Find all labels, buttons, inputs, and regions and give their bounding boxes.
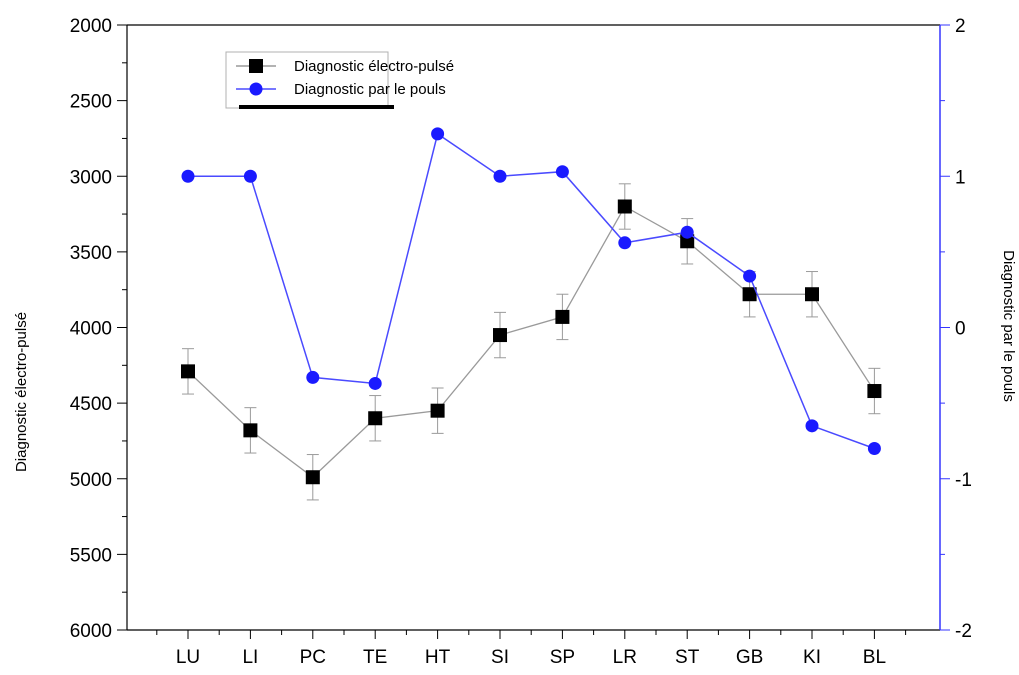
x-axis-tick-label: TE — [363, 647, 387, 668]
legend-label-pouls: Diagnostic par le pouls — [294, 81, 446, 98]
point-pouls — [243, 169, 257, 183]
x-axis-tick-label: LI — [242, 647, 258, 668]
left-axis-title: Diagnostic électro-pulsé — [13, 312, 30, 472]
point-electro — [430, 403, 445, 418]
left-axis-tick-label: 4000 — [70, 319, 112, 340]
x-axis-tick-label: HT — [425, 647, 451, 668]
point-pouls — [306, 370, 320, 384]
left-axis-tick-label: 3500 — [70, 243, 112, 264]
x-axis-tick-label: GB — [736, 647, 763, 668]
x-axis-tick-label: LU — [176, 647, 200, 668]
legend-marker-pouls — [249, 82, 263, 96]
left-axis-tick-label: 5000 — [70, 470, 112, 491]
point-electro — [368, 411, 383, 426]
right-axis-tick-label: 2 — [955, 16, 966, 37]
point-pouls — [743, 269, 757, 283]
left-axis-tick-label: 6000 — [70, 621, 112, 642]
left-axis-tick-label: 3000 — [70, 167, 112, 188]
point-electro — [181, 364, 195, 379]
right-axis-title: Diagnostic par le pouls — [1000, 250, 1017, 402]
legend-underline — [239, 105, 394, 109]
x-axis-tick-label: LR — [613, 647, 637, 668]
point-pouls — [867, 442, 881, 455]
point-pouls — [368, 376, 382, 390]
point-electro — [243, 423, 258, 438]
right-axis-tick-label: -1 — [955, 470, 972, 491]
point-electro — [742, 287, 757, 302]
plot-area — [127, 25, 940, 630]
point-pouls — [680, 225, 694, 239]
point-electro — [617, 199, 632, 214]
point-pouls — [181, 169, 195, 183]
series-layer — [181, 127, 882, 501]
x-axis-tick-label: SP — [550, 647, 575, 668]
legend-marker-electro — [249, 59, 263, 73]
right-axis-tick-label: 0 — [955, 319, 966, 340]
series-line-electro — [187, 205, 875, 479]
left-axis-tick-label: 4500 — [70, 394, 112, 415]
right-axis-tick-label: -2 — [955, 621, 972, 642]
axes-layer: 2000 2500 3000 3500 4000 4500 5000 5500 6000 2 1 0 -… — [70, 16, 972, 668]
point-electro — [305, 470, 320, 485]
legend: Diagnostic électro-pulsé Diagnostic par … — [225, 51, 454, 109]
x-axis-tick-label: ST — [675, 647, 700, 668]
point-electro — [680, 234, 695, 249]
left-axis-tick-label: 2500 — [70, 92, 112, 113]
x-axis-tick-label: PC — [300, 647, 326, 668]
point-pouls — [555, 165, 569, 179]
legend-label-electro: Diagnostic électro-pulsé — [294, 58, 454, 75]
point-electro — [555, 309, 570, 324]
point-pouls — [618, 236, 632, 250]
point-electro — [805, 287, 819, 302]
right-axis-tick-label: 1 — [955, 167, 966, 188]
point-pouls — [805, 419, 819, 433]
x-axis-tick-label: SI — [491, 647, 509, 668]
x-axis-tick-label: KI — [803, 647, 821, 668]
left-axis-tick-label: 2000 — [70, 16, 112, 37]
series-line-pouls — [188, 132, 875, 450]
point-electro — [867, 384, 882, 399]
point-pouls — [493, 169, 507, 183]
point-electro — [493, 328, 507, 343]
x-axis-tick-label: BL — [863, 647, 886, 668]
left-axis-tick-label: 5500 — [70, 545, 112, 566]
point-pouls — [431, 127, 445, 141]
